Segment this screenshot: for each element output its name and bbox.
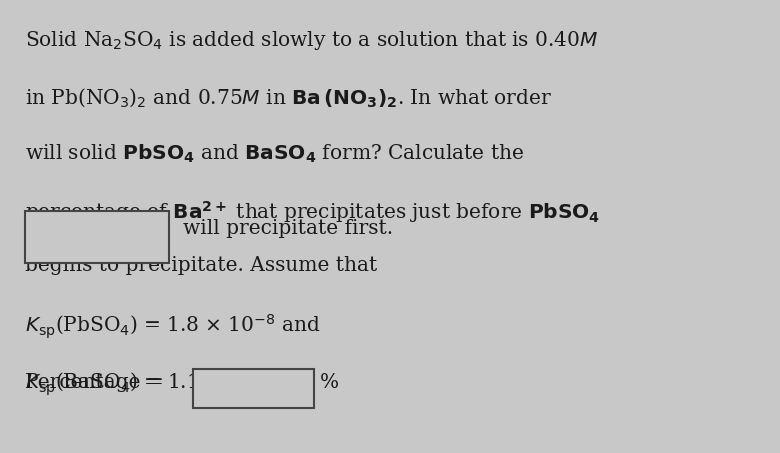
Text: will solid $\mathbf{PbSO_4}$ and $\mathbf{BaSO_4}$ form? Calculate the: will solid $\mathbf{PbSO_4}$ and $\mathb…	[25, 143, 524, 165]
Text: percentage of $\mathbf{Ba^{2+}}$ that precipitates just before $\mathbf{PbSO_4}$: percentage of $\mathbf{Ba^{2+}}$ that pr…	[25, 199, 600, 225]
Text: will precipitate first.: will precipitate first.	[183, 219, 393, 238]
Text: $K_{\mathrm{sp}}$(PbSO$_4$) = 1.8 $\times$ 10$^{-8}$ and: $K_{\mathrm{sp}}$(PbSO$_4$) = 1.8 $\time…	[25, 313, 321, 341]
Text: %: %	[320, 373, 339, 392]
Text: begins to precipitate. Assume that: begins to precipitate. Assume that	[25, 256, 378, 275]
FancyBboxPatch shape	[193, 369, 314, 408]
Text: Percentage =: Percentage =	[25, 373, 164, 392]
FancyBboxPatch shape	[25, 211, 169, 263]
Text: $K_{\mathrm{sp}}$(BaSO$_4$) = 1.1 $\times$ 10$^{-10}$.: $K_{\mathrm{sp}}$(BaSO$_4$) = 1.1 $\time…	[25, 369, 292, 398]
Text: in Pb(NO$_3$)$_2$ and 0.75$\mathit{M}$ in $\mathbf{Ba\,(NO_3)_2}$. In what order: in Pb(NO$_3$)$_2$ and 0.75$\mathit{M}$ i…	[25, 86, 552, 109]
Text: Solid Na$_2$SO$_4$ is added slowly to a solution that is 0.40$\mathit{M}$: Solid Na$_2$SO$_4$ is added slowly to a …	[25, 29, 598, 53]
